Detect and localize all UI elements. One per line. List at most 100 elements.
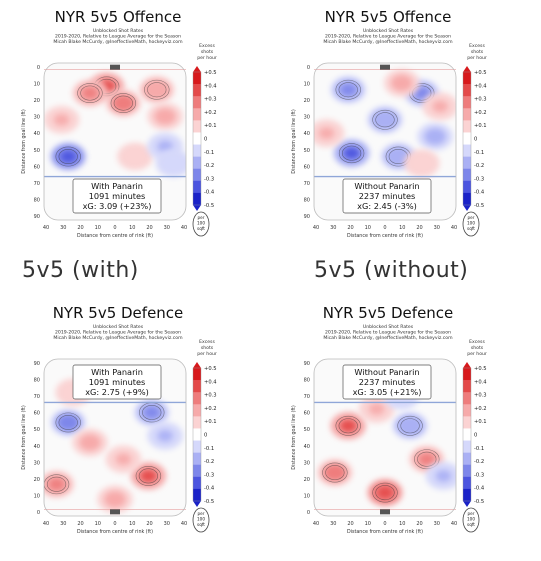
contour-line xyxy=(375,112,395,128)
chart-subtitle: Unblocked Shot Rates xyxy=(93,324,144,330)
colorbar-tick: -0.3 xyxy=(474,472,484,478)
chart-subtitle: Micah Blake McCurdy, @IneffectiveMath, h… xyxy=(323,39,453,45)
y-tick-label: 40 xyxy=(304,444,310,450)
y-tick-label: 60 xyxy=(304,411,310,417)
y-tick-label: 80 xyxy=(34,197,40,203)
heat-ring xyxy=(340,83,357,96)
colorbar-tick: +0.4 xyxy=(474,379,487,385)
x-tick-label: 10 xyxy=(129,521,135,527)
contour-line xyxy=(335,79,361,100)
x-tick-label: 40 xyxy=(451,521,457,527)
x-tick-label: 20 xyxy=(347,225,353,231)
y-axis-label: Distance from goal line (ft) xyxy=(291,405,297,470)
colorbar-segment xyxy=(463,168,471,182)
chart-subtitle: 2019-2020, Relative to League Average fo… xyxy=(325,34,451,40)
chart-subtitle: 2019-2020, Relative to League Average fo… xyxy=(55,34,181,40)
contour-line xyxy=(400,418,420,434)
heat-blob xyxy=(50,142,87,171)
heat-ring xyxy=(165,157,182,170)
x-tick-label: 30 xyxy=(330,225,336,231)
x-tick-label: 30 xyxy=(434,225,440,231)
colorbar-tick: 0 xyxy=(204,137,207,143)
heat-blob xyxy=(425,461,456,490)
colorbar-segment xyxy=(193,488,201,502)
colorbar-header: Excess xyxy=(199,43,215,49)
colorbar-segment xyxy=(463,156,471,170)
box-minutes: 2237 minutes xyxy=(359,191,416,201)
heat-blob xyxy=(403,149,440,178)
rink-boards xyxy=(313,62,457,221)
heat-ring xyxy=(432,100,449,113)
x-tick-label: 40 xyxy=(313,225,319,231)
colorbar-bottom-arrow xyxy=(463,501,471,507)
box-label: Without Panarin xyxy=(354,367,419,377)
colorbar-segment xyxy=(463,452,471,466)
chart-subtitle: Micah Blake McCurdy, @IneffectiveMath, h… xyxy=(53,39,183,45)
x-tick-label: 10 xyxy=(95,225,101,231)
x-tick-label: 0 xyxy=(113,225,116,231)
colorbar-header: shots xyxy=(471,49,484,55)
colorbar-tick: +0.3 xyxy=(474,393,487,399)
heat-ring xyxy=(318,127,335,140)
heat-ring xyxy=(53,113,70,126)
x-tick-label: 20 xyxy=(347,521,353,527)
heat-ring xyxy=(413,86,430,100)
x-axis-label: Distance from centre of rink (ft) xyxy=(77,529,153,535)
colorbar-segment xyxy=(193,168,201,182)
chart-title: NYR 5v5 Defence xyxy=(53,304,184,322)
goal-net xyxy=(380,64,390,70)
y-tick-label: 60 xyxy=(304,164,310,170)
colorbar-tick: +0.4 xyxy=(204,379,217,385)
y-tick-label: 30 xyxy=(304,115,310,121)
colorbar-segment xyxy=(463,440,471,453)
colorbar-bottom-arrow xyxy=(193,205,201,211)
contour-line xyxy=(113,95,133,111)
y-tick-label: 90 xyxy=(304,214,310,220)
contour-line xyxy=(55,412,81,433)
units-badge-text: sqft xyxy=(467,226,475,231)
heat-ring xyxy=(326,466,343,479)
colorbar-top-arrow xyxy=(193,362,201,368)
colorbar-tick: +0.1 xyxy=(474,123,487,129)
info-box xyxy=(342,178,432,214)
colorbar-tick: +0.1 xyxy=(474,419,487,425)
colorbar-tick: +0.4 xyxy=(474,83,487,89)
chart-title: NYR 5v5 Offence xyxy=(55,8,182,26)
caption-without: 5v5 (without) xyxy=(314,258,469,283)
x-tick-label: 40 xyxy=(43,225,49,231)
units-badge-text: sqft xyxy=(197,522,205,527)
chart-title: NYR 5v5 Defence xyxy=(323,304,454,322)
contour-line xyxy=(414,449,440,470)
y-tick-label: 70 xyxy=(304,181,310,187)
colorbar-frame xyxy=(192,367,202,502)
colorbar-segment xyxy=(193,144,201,157)
box-minutes: 2237 minutes xyxy=(359,377,416,387)
units-badge xyxy=(462,507,480,533)
heat-ring xyxy=(157,140,174,153)
heatmap-svg: NYR 5v5 Offence Unblocked Shot Rates2019-… xyxy=(291,8,487,239)
y-tick-label: 0 xyxy=(37,510,40,516)
box-minutes: 1091 minutes xyxy=(89,377,146,387)
y-tick-label: 10 xyxy=(304,493,310,499)
contour-line xyxy=(55,146,81,167)
colorbar-segment xyxy=(463,368,471,381)
x-tick-label: 40 xyxy=(43,521,49,527)
goal-net xyxy=(110,509,120,515)
x-tick-label: 10 xyxy=(129,225,135,231)
y-tick-label: 80 xyxy=(304,197,310,203)
x-tick-label: 10 xyxy=(365,521,371,527)
contour-line xyxy=(417,451,437,467)
heat-ring xyxy=(413,157,430,170)
colorbar-segment xyxy=(193,84,201,97)
colorbar-segment xyxy=(463,392,471,405)
colorbar-segment xyxy=(193,476,201,490)
units-badge xyxy=(192,507,210,533)
goal-net xyxy=(110,64,120,70)
colorbar-header: shots xyxy=(201,49,214,55)
colorbar-tick: +0.1 xyxy=(204,419,217,425)
colorbar-header: Excess xyxy=(469,339,485,345)
colorbar-tick: +0.2 xyxy=(474,406,487,412)
y-axis-label: Distance from goal line (ft) xyxy=(21,109,27,174)
colorbar-tick: +0.2 xyxy=(474,110,487,116)
x-tick-label: 40 xyxy=(451,225,457,231)
